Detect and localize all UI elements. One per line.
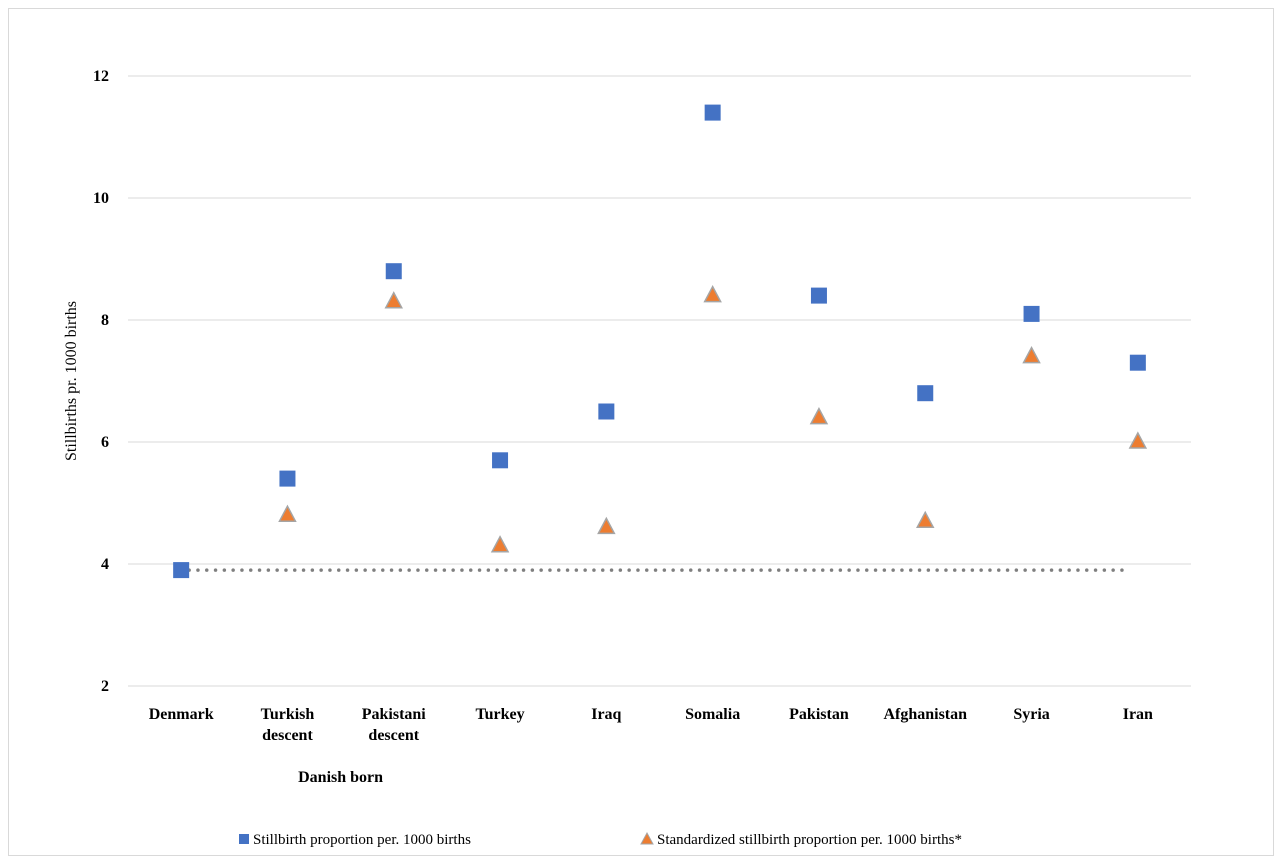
legend-item-stillbirth: Stillbirth proportion per. 1000 births (239, 832, 471, 848)
y-axis-ticks: 2 4 6 8 10 12 (93, 68, 109, 695)
data-point-square (917, 385, 934, 402)
data-point-square (385, 263, 402, 280)
data-point-triangle (597, 516, 616, 535)
data-point-square (1129, 354, 1146, 371)
x-category-label: Afghanistan (883, 706, 967, 723)
y-tick-label: 12 (93, 68, 109, 85)
y-tick-label: 8 (101, 312, 109, 329)
x-category-label: Somalia (685, 706, 740, 723)
legend-square-marker (239, 834, 249, 844)
legend: Stillbirth proportion per. 1000 births S… (239, 831, 962, 848)
legend-label-stillbirth: Stillbirth proportion per. 1000 births (253, 832, 471, 848)
legend-label-standardized: Standardized stillbirth proportion per. … (657, 832, 962, 848)
data-point-triangle (1022, 346, 1041, 364)
data-point-triangle (1128, 431, 1148, 449)
x-category-label: Iraq (591, 706, 621, 723)
category-group-label: Danish born (298, 769, 383, 786)
x-category-label: Turkish descent (261, 706, 315, 744)
chart-area: 2 4 6 8 10 12 Denmark Turkish descent Pakistani d… (8, 8, 1274, 856)
x-category-label: Pakistani descent (362, 706, 427, 744)
data-point-triangle (490, 535, 510, 553)
x-category-label: Denmark (149, 706, 214, 723)
x-category-label: Pakistan (789, 706, 849, 723)
y-tick-label: 2 (101, 678, 109, 695)
data-point-triangle (916, 510, 935, 529)
data-point-triangle (278, 504, 297, 522)
data-point-triangle (384, 291, 403, 309)
data-point-square (1023, 305, 1040, 322)
data-point-triangle (703, 285, 722, 303)
data-points (173, 104, 1148, 579)
x-axis-categories: Denmark Turkish descent Pakistani descent Tur… (149, 706, 1153, 744)
y-axis-title: Stillbirths pr. 1000 births (63, 301, 80, 461)
x-category-label: Iran (1123, 706, 1153, 723)
gridlines (128, 75, 1191, 687)
scatter-chart: 2 4 6 8 10 12 Denmark Turkish descent Pakistani d… (63, 68, 1191, 848)
data-point-square (173, 562, 190, 579)
data-point-square (279, 470, 296, 487)
data-point-square (598, 403, 615, 420)
y-tick-label: 4 (101, 556, 109, 573)
data-point-square (492, 452, 509, 469)
data-point-triangle (809, 407, 829, 425)
x-category-label: Turkey (475, 706, 524, 723)
legend-triangle-marker (640, 831, 654, 845)
y-tick-label: 10 (93, 190, 109, 207)
legend-item-standardized: Standardized stillbirth proportion per. … (640, 831, 962, 848)
x-category-label: Syria (1013, 706, 1049, 723)
data-point-square (704, 104, 721, 121)
y-tick-label: 6 (101, 434, 109, 451)
data-point-square (810, 287, 827, 304)
